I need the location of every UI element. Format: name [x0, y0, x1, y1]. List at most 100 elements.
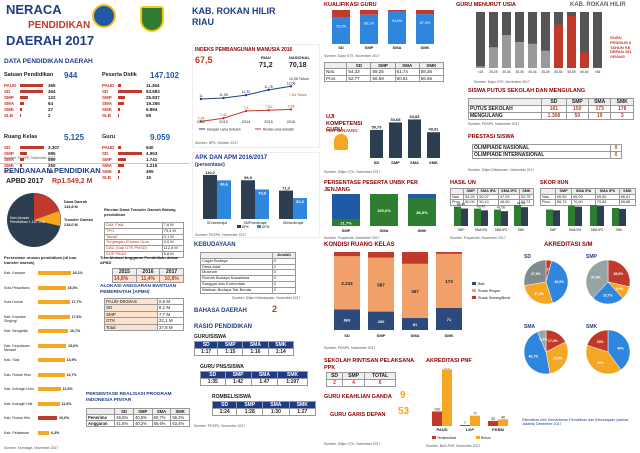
garis-depan-title: GURU GARIS DEPAN: [330, 412, 386, 418]
table-row: Prov. 52,77 56,59 60,61 56,56: [323, 74, 445, 83]
usia-cat: 55-59: [567, 70, 575, 74]
non-s1-bar: [416, 10, 434, 15]
kualifikasi-cat: SMP: [365, 45, 374, 50]
s1-bar: [416, 14, 434, 44]
ukg-source: Sumber: Ditjen GTK, November 2017: [324, 170, 381, 174]
stat-label: SLB: [4, 168, 13, 174]
stat-bar: [20, 89, 43, 94]
stat-row: SMP 1.741: [102, 157, 190, 163]
pnf-title: AKREDITASI PNF: [426, 358, 472, 364]
kondisi-legend-swatch: [472, 282, 476, 285]
ipm-riau-label: RIAU: [261, 55, 271, 60]
persen-value: 10,6%: [59, 416, 70, 420]
hls-label: 11: [199, 94, 203, 98]
pnf-terakreditasi-bar: [460, 424, 470, 426]
table-cell: 8,1 M: [156, 304, 185, 312]
stat-row: SLB 2: [4, 113, 92, 119]
ukg-title: UJI KOMPETENSI GURU: [326, 114, 363, 134]
usia-cat: 30-34: [502, 70, 510, 74]
realisasi-title: PERSENTASE REALISASI PROGRAM INDONESIA P…: [86, 392, 172, 403]
kondisi-legend: Rusak Sedang/Berat: [478, 296, 510, 300]
legend-apk-swatch: [237, 225, 241, 228]
table-cell: 178: [610, 105, 634, 113]
stat-row: SMP 122: [4, 95, 92, 101]
apbd-value: Rp1.549,2 M: [52, 178, 93, 185]
ukg-cat: SMP: [391, 160, 400, 165]
iiun-cat: SMK: [616, 228, 624, 232]
stat-row: SMA 1.215: [102, 163, 190, 169]
table-header: SD SMP SMA SMK: [200, 371, 308, 379]
table-row: 1:24 1:28 1:30 1:27: [211, 408, 317, 416]
table-header: SD SMP SMA SMK: [323, 61, 445, 70]
year-tick: 2016: [287, 120, 295, 124]
stat-value: 4.953: [146, 150, 158, 156]
usia-bg: [580, 12, 589, 68]
persen-label: Kab. Rokan Hulu: [4, 372, 32, 377]
iiun-2016-bar: [568, 205, 575, 226]
persen-row: Kab. Rokan Hilir 10,6%: [4, 413, 94, 428]
section-rasio: RASIO PENDIDIKAN GURU/SISWA SD SMP SMA SMK 1…: [192, 324, 320, 453]
apbd-label: APBD 2017: [6, 178, 44, 185]
title-pendidikan: PENDIDIKAN: [28, 20, 91, 31]
un-label: 43,40: [477, 205, 486, 209]
data-pendidikan-source: Sumber: PDSPK, November 2017: [4, 156, 56, 160]
persen-label: Kab. Indragiri Hilir: [4, 401, 33, 406]
table-row: Total 37,8 M: [104, 323, 185, 331]
hls-label: 11,32: [242, 90, 251, 94]
ppk-table: SD SMP TOTAL 2 4 6: [326, 372, 396, 387]
usia-bar: [489, 47, 498, 68]
garis-depan-value: 53: [398, 406, 410, 417]
usia-chart: <24 25-29 30-34 35-39 40-44 45-49 50-54 55-59 60…: [476, 12, 602, 74]
table-header-cell: SMK: [170, 407, 190, 416]
akreditasi-slice: [585, 344, 622, 375]
table-row: Prov. 66,73 70,90 75,83 65,88: [540, 199, 637, 206]
peserta-total: 147.102: [150, 71, 179, 80]
stat-label: SMP: [4, 94, 14, 100]
persen-label: Kab. Kampar: [4, 271, 25, 275]
s1-bar: [360, 14, 378, 44]
kualifikasi-chart: 78,2% SD 86,1% SMP 94,6% SMA 87,9% SMK: [332, 10, 434, 50]
prestasi-title: PRESTASI SISWA: [468, 134, 515, 140]
persen-bar: [38, 285, 66, 290]
table-header-cell: 2016: [135, 268, 161, 276]
unbk-cat: SMA: [380, 228, 389, 233]
table-header-cell: SD: [193, 341, 219, 349]
pnf-belum-bar: [470, 415, 480, 426]
pnf-t-label: 100: [434, 408, 440, 412]
ipm-value: 67,5: [195, 55, 213, 65]
iiun-2017-bar: [597, 206, 604, 226]
apk-bar: [279, 190, 293, 219]
persen-label: Kab. Kepulauan Meranti: [4, 343, 30, 352]
apbd-pie: [7, 193, 61, 247]
table-cell: 37,8 M: [156, 323, 185, 331]
putus-source: Sumber: PDSPK, November 2017: [468, 122, 520, 126]
persen-row: Kab. Indragiri Hilir 11,9%: [4, 399, 94, 414]
usia-cat: <24: [478, 70, 484, 74]
stat-row: SLB 59: [102, 113, 190, 119]
table-row: SMP 7,7 M: [104, 310, 185, 319]
apk-cat: SM/sederajat: [283, 221, 304, 225]
guru-pensiun-note: GURU PENSIUN 5 TAHUN KE DEPAN 151 ORANG: [610, 35, 632, 60]
iiun-2017-bar: [553, 210, 560, 226]
table-row: 1:17 1:15 1:16 1:14: [193, 348, 295, 356]
ministry-logo: [92, 4, 116, 28]
hasil-un-table: SMP SMA IPA SMA IPS SMK Nas. 54,25 52,07 47,93 5…: [449, 188, 535, 206]
rls-label: 7,6: [244, 106, 249, 110]
stat-value: 985: [48, 150, 56, 156]
ruang-total: 5.125: [64, 133, 85, 142]
akreditasi-slice-label: 23,7%: [603, 294, 613, 298]
ukg-bar: [427, 132, 440, 158]
stat-value: 364: [48, 88, 56, 94]
skor-iiun-chart: SMP SMA IPA SMA IPS SMK: [546, 205, 626, 232]
skor-iiun-table: SMP SMA IPA SMA IPS SMK Nas. 66,59 66,09 65,60 6…: [540, 188, 637, 206]
rasio-gp-table: SD SMP SMA SMK 1:35 1:42 1:47 1:197: [200, 371, 308, 386]
un-2016-bar: [454, 206, 461, 226]
table-cell: 150: [565, 105, 589, 113]
usia-bg: [593, 12, 602, 68]
table-header-cell: SMA: [587, 98, 612, 106]
akreditasi-slice-label: 20%: [597, 340, 604, 344]
table-cell: 0,1 M: [161, 233, 185, 241]
kualifikasi-cat: SD: [338, 45, 344, 50]
stat-label: SMP: [102, 94, 112, 100]
tren-table: 2015 2016 2017 14,8% 11,4% 10,8%: [112, 268, 184, 283]
